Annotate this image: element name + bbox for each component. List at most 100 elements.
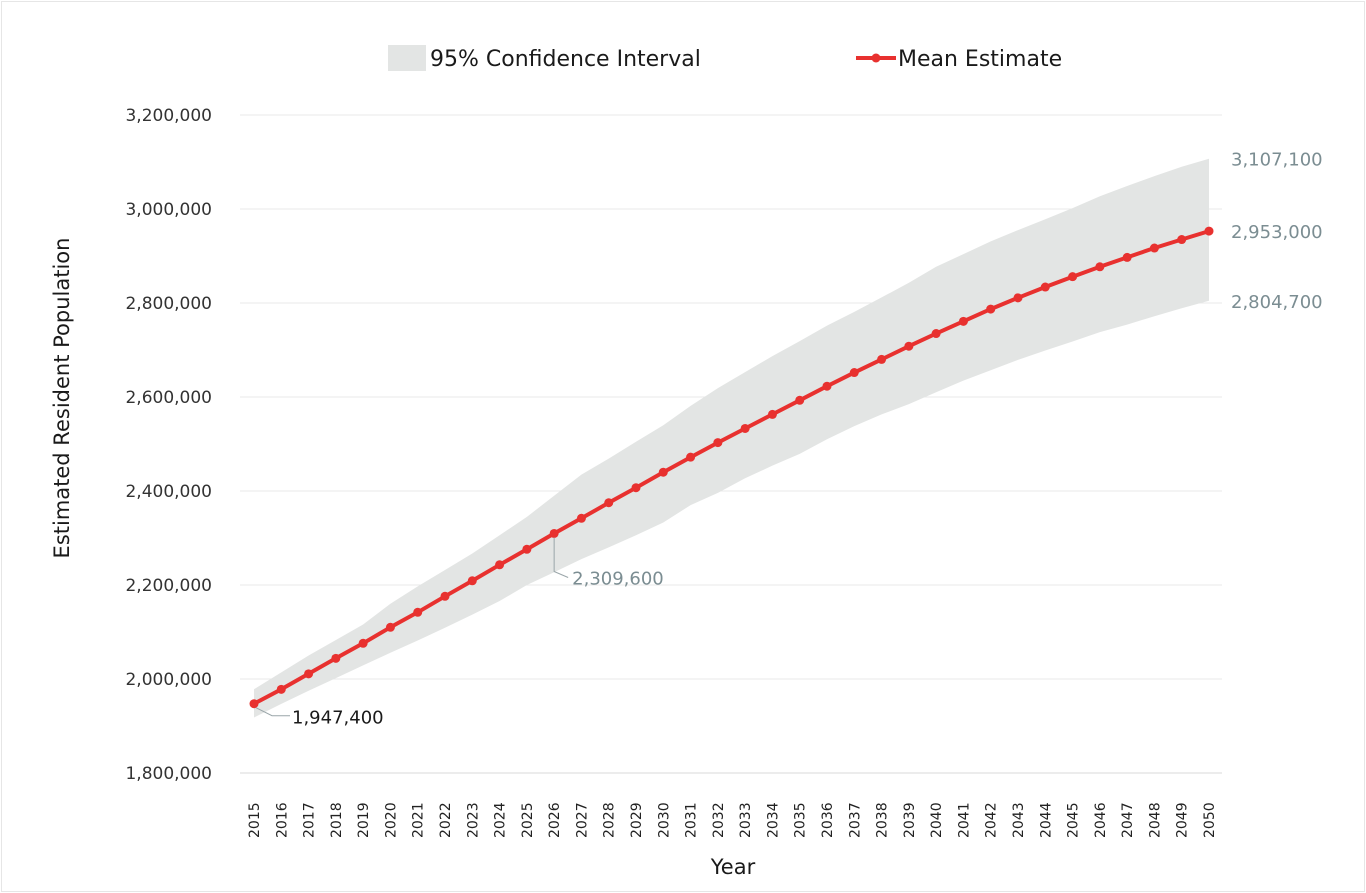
mean-point <box>276 684 286 694</box>
x-tick-label: 2021 <box>411 802 427 838</box>
x-tick-label: 2024 <box>493 802 509 838</box>
mean-point <box>304 669 314 679</box>
x-tick-label: 2026 <box>547 802 563 838</box>
x-tick-label: 2032 <box>711 802 727 838</box>
x-tick-label: 2047 <box>1120 802 1136 838</box>
mean-point <box>931 329 941 339</box>
mean-point <box>495 560 505 570</box>
x-tick-label: 2045 <box>1066 802 1082 838</box>
mean-point <box>713 438 723 448</box>
mean-point <box>1177 235 1187 245</box>
x-tick-label: 2044 <box>1038 802 1054 838</box>
annotation-leader <box>553 537 569 578</box>
annotation-leader <box>255 707 290 717</box>
x-tick-label: 2030 <box>656 802 672 838</box>
value-annotations: 1,947,400 2,309,600 3,107,100 2,953,000 2,80… <box>255 150 1323 729</box>
y-tick-label: 2,800,000 <box>125 294 212 314</box>
x-tick-label: 2041 <box>956 802 972 838</box>
y-tick-label: 2,000,000 <box>125 670 212 690</box>
x-tick-label: 2031 <box>684 802 700 838</box>
mean-point <box>549 528 559 538</box>
x-tick-label: 2035 <box>793 802 809 838</box>
mean-point <box>795 395 805 405</box>
x-tick-label: 2029 <box>629 802 645 838</box>
confidence-band-area <box>254 158 1209 718</box>
x-tick-label: 2050 <box>1202 802 1218 838</box>
mean-estimate-line <box>253 229 1210 706</box>
mean-point <box>576 513 586 523</box>
x-tick-label: 2042 <box>984 802 1000 838</box>
x-axis-title: Year <box>710 855 756 879</box>
mean-point <box>413 607 423 617</box>
annotation-label: 2,804,700 <box>1231 292 1323 313</box>
mean-line <box>253 229 1210 706</box>
y-tick-labels: 1,800,000 2,000,000 2,200,000 2,400,000 2,60… <box>125 106 212 784</box>
mean-point <box>658 467 668 477</box>
mean-point <box>1013 293 1023 303</box>
x-tick-label: 2022 <box>438 802 454 838</box>
mean-point <box>822 381 832 391</box>
mean-point <box>1040 282 1050 292</box>
x-tick-label: 2036 <box>820 802 836 838</box>
mean-point <box>849 368 859 378</box>
mean-point <box>631 483 641 493</box>
x-tick-label: 2017 <box>302 802 318 838</box>
x-tick-label: 2018 <box>329 802 345 838</box>
annotation-label: 1,947,400 <box>292 708 384 729</box>
y-tick-label: 3,000,000 <box>125 200 212 220</box>
mean-point <box>385 622 395 632</box>
legend: 95% Confidence Interval Mean Estimate <box>388 45 1062 72</box>
mean-point <box>358 638 368 648</box>
x-tick-label: 2028 <box>602 802 618 838</box>
mean-point <box>877 354 887 364</box>
confidence-band <box>254 158 1209 718</box>
y-tick-label: 2,400,000 <box>125 482 212 502</box>
x-tick-label: 2016 <box>274 802 290 838</box>
y-tick-label: 1,800,000 <box>125 764 212 784</box>
x-tick-label: 2023 <box>465 802 481 838</box>
mean-points <box>249 226 1214 709</box>
mean-point <box>1095 262 1105 272</box>
mean-point <box>904 341 914 351</box>
x-tick-label: 2039 <box>902 802 918 838</box>
y-tick-label: 3,200,000 <box>125 106 212 126</box>
legend-band-swatch <box>388 45 426 71</box>
x-tick-label: 2033 <box>738 802 754 838</box>
x-tick-label: 2046 <box>1093 802 1109 838</box>
y-tick-label: 2,200,000 <box>125 576 212 596</box>
mean-point <box>467 576 477 586</box>
mean-point <box>686 452 696 462</box>
annotation-label: 2,953,000 <box>1231 222 1323 243</box>
x-tick-label: 2043 <box>1011 802 1027 838</box>
annotation-label: 3,107,100 <box>1231 150 1323 171</box>
mean-point <box>1149 243 1159 253</box>
y-axis-title: Estimated Resident Population <box>50 238 74 559</box>
mean-point <box>604 498 614 508</box>
mean-point <box>440 591 450 601</box>
legend-band-label: 95% Confidence Interval <box>430 47 701 72</box>
x-tick-label: 2040 <box>929 802 945 838</box>
legend-line-marker <box>871 53 881 63</box>
mean-point <box>767 409 777 419</box>
x-tick-label: 2027 <box>574 802 590 838</box>
x-tick-label: 2037 <box>847 802 863 838</box>
y-tick-label: 2,600,000 <box>125 388 212 408</box>
x-tick-label: 2034 <box>765 802 781 838</box>
mean-point <box>331 653 341 663</box>
mean-point <box>1122 252 1132 262</box>
mean-point <box>986 304 996 314</box>
x-tick-label: 2038 <box>875 802 891 838</box>
annotation-label: 2,309,600 <box>572 568 664 589</box>
gridlines <box>240 114 1222 774</box>
mean-point <box>1204 226 1214 236</box>
mean-point <box>740 423 750 433</box>
x-tick-label: 2020 <box>383 802 399 838</box>
x-tick-label: 2049 <box>1175 802 1191 838</box>
x-tick-label: 2019 <box>356 802 372 838</box>
legend-line-label: Mean Estimate <box>898 47 1062 72</box>
x-tick-label: 2048 <box>1147 802 1163 838</box>
mean-point <box>958 316 968 326</box>
mean-point <box>1068 272 1078 282</box>
